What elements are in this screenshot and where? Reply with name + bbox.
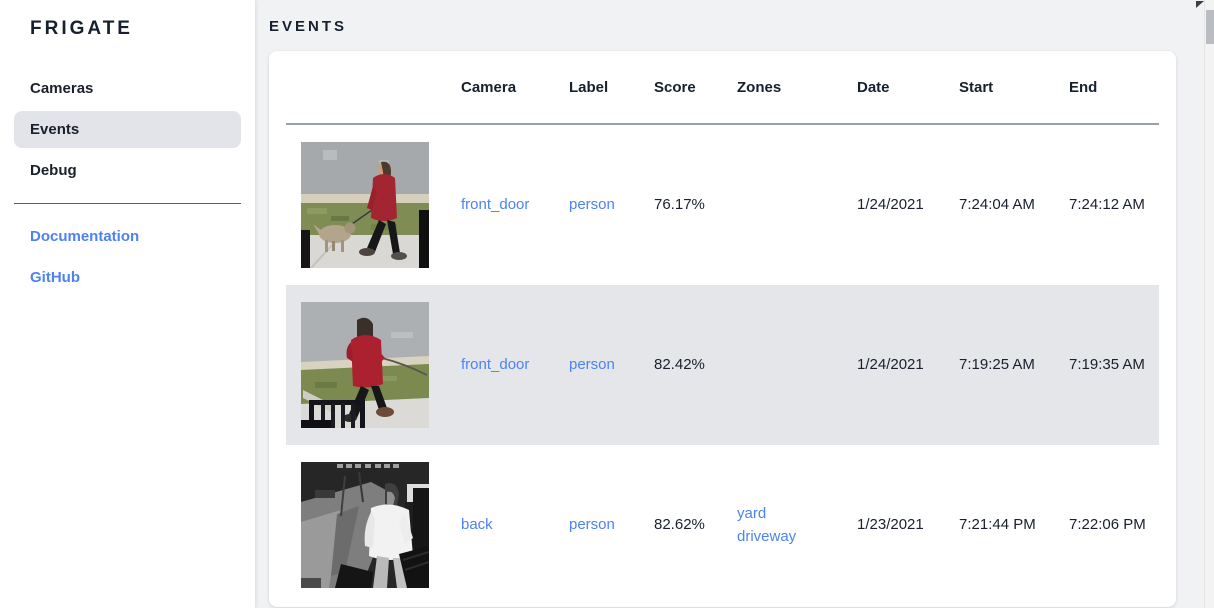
zone-link[interactable]: yard	[737, 504, 767, 522]
sidebar: FRIGATE Cameras Events Debug Documentati…	[0, 0, 255, 608]
start-value: 7:19:25 AM	[959, 356, 1035, 374]
table-row[interactable]: back person 82.62% yard driveway 1/23/20…	[286, 445, 1159, 605]
thumbnail-cell	[286, 302, 461, 428]
column-score: Score	[654, 78, 696, 96]
label-link[interactable]: person	[569, 356, 615, 374]
sidebar-item-events[interactable]: Events	[14, 111, 241, 148]
table-row[interactable]: front_door person 76.17% 1/24/2021 7:24:…	[286, 125, 1159, 285]
zone-link[interactable]: driveway	[737, 528, 797, 545]
end-value: 7:24:12 AM	[1069, 196, 1145, 214]
sidebar-item-cameras[interactable]: Cameras	[30, 80, 94, 97]
event-thumbnail[interactable]	[301, 142, 429, 268]
column-end: End	[1069, 78, 1098, 96]
table-row[interactable]: front_door person 82.42% 1/24/2021 7:19:…	[286, 285, 1159, 445]
page-title: EVENTS	[269, 18, 348, 35]
scrollbar-thumb[interactable]	[1206, 10, 1214, 44]
label-link[interactable]: person	[569, 196, 615, 214]
event-thumbnail[interactable]	[301, 462, 429, 588]
app-logo: FRIGATE	[30, 18, 133, 39]
column-zones: Zones	[737, 78, 782, 96]
end-value: 7:19:35 AM	[1069, 356, 1145, 374]
start-value: 7:24:04 AM	[959, 196, 1035, 214]
events-table-header: Camera Label Score Zones Date Start End	[286, 51, 1159, 125]
sidebar-link-github[interactable]: GitHub	[30, 269, 80, 286]
sidebar-item-debug[interactable]: Debug	[30, 162, 77, 179]
events-card: Camera Label Score Zones Date Start End	[269, 51, 1176, 607]
camera-link[interactable]: front_door	[461, 196, 530, 214]
main-content: EVENTS Camera Label Score Zones Date Sta…	[255, 0, 1214, 608]
label-link[interactable]: person	[569, 516, 615, 534]
end-value: 7:22:06 PM	[1069, 516, 1146, 534]
column-camera: Camera	[461, 78, 517, 96]
column-label: Label	[569, 78, 609, 96]
date-value: 1/23/2021	[857, 516, 924, 534]
sidebar-divider	[14, 203, 241, 204]
camera-link[interactable]: front_door	[461, 356, 530, 374]
score-value: 76.17%	[654, 196, 705, 214]
date-value: 1/24/2021	[857, 196, 924, 214]
column-date: Date	[857, 78, 890, 96]
camera-link[interactable]: back	[461, 516, 493, 534]
start-value: 7:21:44 PM	[959, 516, 1036, 534]
sidebar-link-documentation[interactable]: Documentation	[30, 228, 140, 245]
column-start: Start	[959, 78, 994, 96]
scroll-corner-mark	[1196, 1, 1204, 8]
event-thumbnail[interactable]	[301, 302, 429, 428]
score-value: 82.42%	[654, 356, 705, 374]
thumbnail-cell	[286, 462, 461, 588]
score-value: 82.62%	[654, 516, 705, 534]
zones-cell: yard driveway	[737, 502, 857, 549]
scrollbar-track[interactable]	[1204, 0, 1214, 608]
date-value: 1/24/2021	[857, 356, 924, 374]
thumbnail-cell	[286, 142, 461, 268]
